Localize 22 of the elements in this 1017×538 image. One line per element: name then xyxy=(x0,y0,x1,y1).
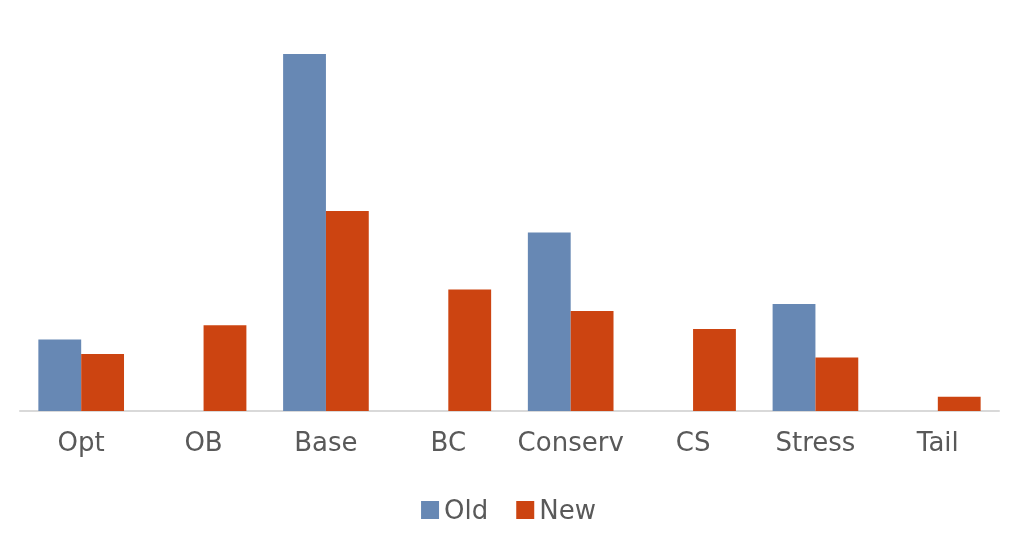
bar xyxy=(283,54,326,411)
x-tick-label: Conserv xyxy=(517,427,624,457)
bar xyxy=(937,396,981,411)
bar xyxy=(325,211,369,411)
bar xyxy=(527,232,571,411)
x-tick-label: Stress xyxy=(775,427,856,457)
bar xyxy=(693,328,736,411)
bar xyxy=(448,289,492,411)
x-tick-label: Opt xyxy=(57,427,105,457)
x-tick-label: OB xyxy=(184,427,223,457)
bar xyxy=(570,311,614,411)
bar xyxy=(815,357,859,411)
bar xyxy=(772,303,816,411)
bar xyxy=(38,339,82,411)
x-tick-label: Base xyxy=(294,427,358,457)
bar xyxy=(81,353,125,411)
legend-label: New xyxy=(539,495,596,525)
bar xyxy=(203,325,247,411)
legend-label: Old xyxy=(444,495,489,525)
x-tick-label: CS xyxy=(675,427,711,457)
x-tick-label: Tail xyxy=(915,427,959,457)
x-tick-label: BC xyxy=(430,427,467,457)
